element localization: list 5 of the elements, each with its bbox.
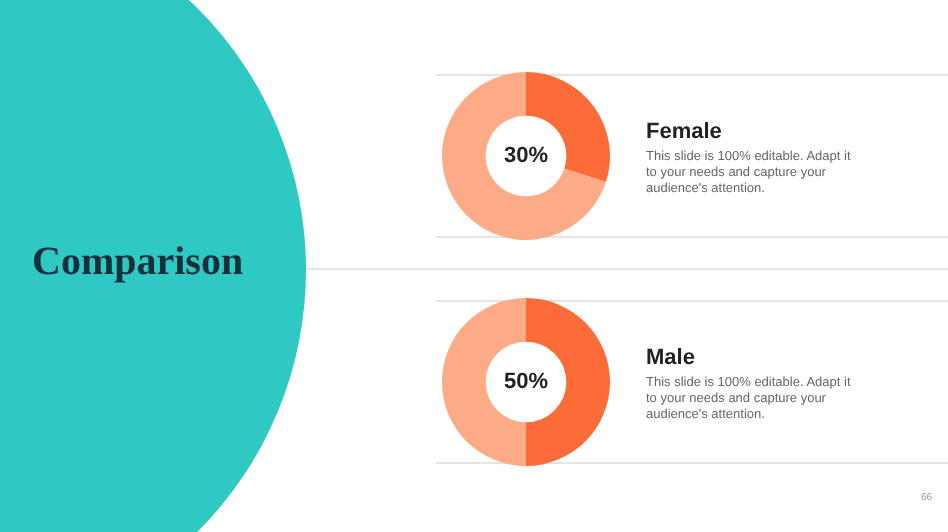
text: Comparison [32, 240, 244, 286]
text: 30% [503, 144, 549, 169]
text: 50% [503, 370, 549, 395]
text: Male [646, 346, 695, 370]
text: Female [646, 120, 722, 144]
